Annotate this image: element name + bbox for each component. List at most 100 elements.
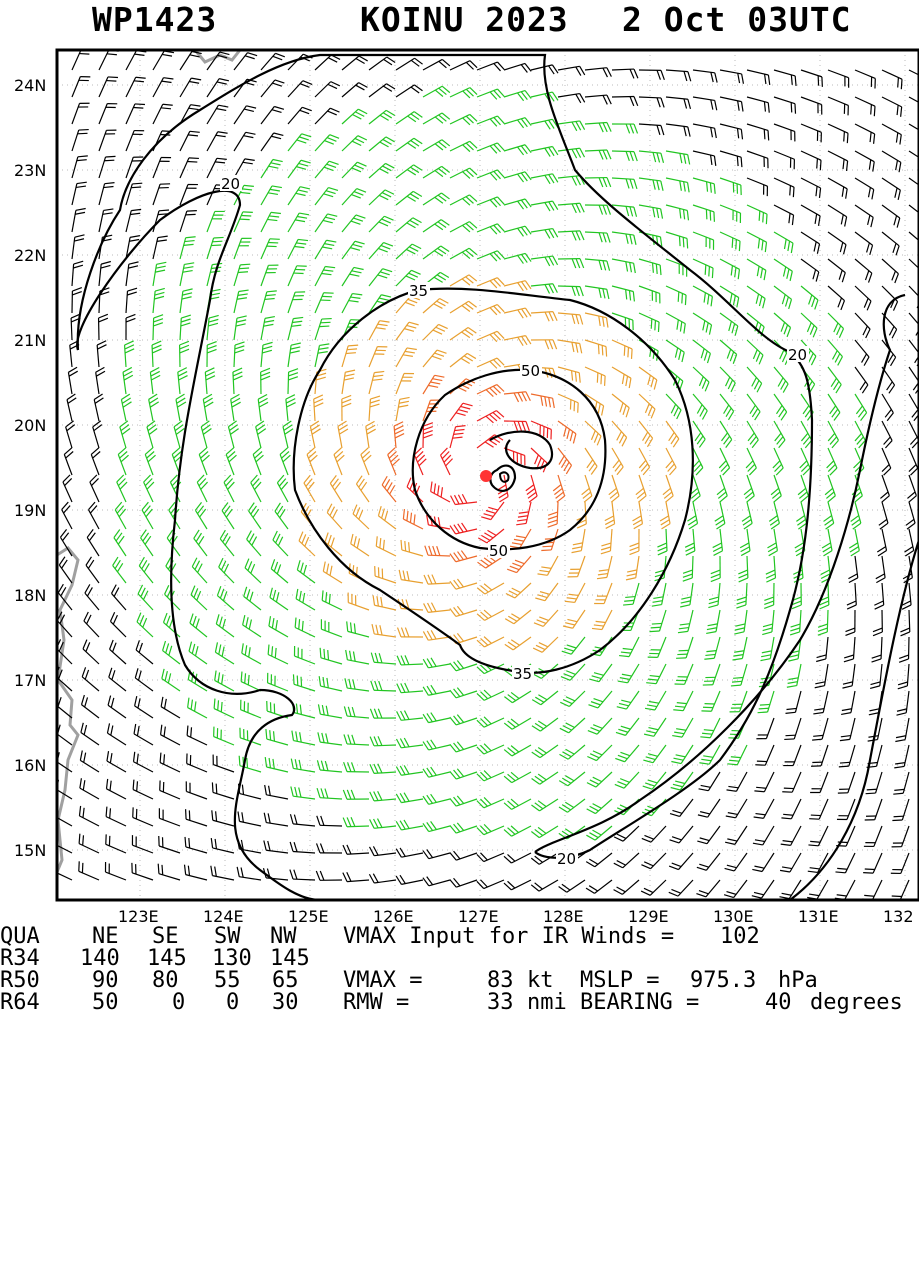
wind-barb xyxy=(663,475,673,502)
lat-label: 19N xyxy=(14,501,46,520)
wind-barb xyxy=(396,244,421,259)
wind-barb xyxy=(344,762,369,772)
wind-barb xyxy=(893,772,909,794)
cell: 145 xyxy=(270,948,310,970)
wind-barb xyxy=(343,817,369,826)
wind-barb xyxy=(761,637,774,661)
wind-barb xyxy=(344,706,369,718)
wind-barb xyxy=(86,557,99,583)
wind-barb xyxy=(720,97,743,112)
wind-barb xyxy=(558,367,580,383)
wind-barb xyxy=(828,178,847,199)
wind-barb xyxy=(187,726,207,745)
wind-barb xyxy=(531,119,558,129)
wind-barb xyxy=(559,745,585,759)
wind-barb xyxy=(771,475,781,502)
wind-barb xyxy=(72,103,90,124)
lon-label: 129E xyxy=(628,907,669,924)
wind-barb xyxy=(504,772,531,783)
wind-barb xyxy=(587,799,612,814)
wind-barb xyxy=(396,112,422,124)
wind-barb xyxy=(504,392,530,402)
mslp-value: 975.3 xyxy=(690,970,756,992)
wind-barb xyxy=(801,97,822,115)
wind-barb xyxy=(738,556,748,582)
wind-barb xyxy=(504,118,531,128)
wind-barb xyxy=(477,251,504,261)
wind-barb xyxy=(747,232,767,252)
wind-barb xyxy=(424,603,450,613)
wind-barb xyxy=(431,482,450,502)
wind-barb xyxy=(827,448,837,475)
wind-barb xyxy=(423,246,449,259)
wind-barb xyxy=(774,232,793,253)
wind-barb xyxy=(477,797,504,807)
wind-barb xyxy=(271,559,288,583)
wind-barb xyxy=(396,165,422,178)
wind-barb xyxy=(837,799,855,819)
wind-barb xyxy=(186,809,207,826)
wind-barb xyxy=(532,691,558,705)
wind-barb xyxy=(370,819,396,829)
wind-barb xyxy=(734,610,747,634)
wind-barb xyxy=(219,558,234,583)
wind-barb xyxy=(315,161,339,178)
wind-barb xyxy=(261,53,285,70)
wind-barb xyxy=(269,616,288,637)
wind-barb xyxy=(535,583,558,601)
wind-barb xyxy=(290,814,315,826)
wind-barb xyxy=(450,551,477,562)
wind-barb xyxy=(586,853,612,867)
wind-barb xyxy=(266,729,288,745)
wind-barb xyxy=(774,313,791,337)
wind-barb xyxy=(293,703,315,718)
wind-barb xyxy=(295,618,315,637)
wind-barb xyxy=(531,147,558,157)
wind-barb xyxy=(612,448,623,475)
wind-barb xyxy=(779,880,801,899)
wind-barb xyxy=(585,95,611,104)
wind-barb xyxy=(565,583,585,602)
wind-barb xyxy=(594,583,612,604)
wind-barb xyxy=(423,423,433,448)
wind-barb xyxy=(477,224,504,234)
wind-barb xyxy=(315,293,334,313)
wind-barb xyxy=(477,610,504,620)
wind-barb xyxy=(808,826,828,846)
wind-barb xyxy=(277,475,288,502)
col-nw: NW xyxy=(270,926,297,948)
wind-barb xyxy=(423,59,450,70)
wind-barb xyxy=(233,368,243,394)
wind-barb xyxy=(396,374,414,394)
wind-barb xyxy=(882,205,900,228)
wind-barb xyxy=(99,50,119,70)
wind-barb xyxy=(693,367,709,391)
wind-barb xyxy=(72,261,83,286)
wind-barb xyxy=(531,256,558,266)
wind-barb xyxy=(72,77,90,97)
wind-barb xyxy=(134,752,153,772)
wind-barb xyxy=(288,292,305,313)
wind-barb xyxy=(342,136,367,151)
wind-barb xyxy=(639,448,650,475)
wind-barb xyxy=(558,148,585,158)
wind-barb xyxy=(265,785,288,799)
wind-barb xyxy=(450,742,477,752)
wind-barb xyxy=(396,58,423,70)
cell: 65 xyxy=(272,970,299,992)
wind-barb xyxy=(160,753,180,772)
rmw-value: 33 xyxy=(487,992,514,1014)
wind-barb xyxy=(639,367,657,390)
lon-label: 132 xyxy=(883,907,914,924)
wind-barb xyxy=(696,880,720,897)
wind-barb xyxy=(291,759,315,772)
wind-barb xyxy=(720,205,740,223)
wind-barb xyxy=(864,826,882,846)
wind-barb xyxy=(190,614,207,637)
wind-barb xyxy=(94,394,103,421)
wind-barb xyxy=(105,862,126,880)
wind-barb xyxy=(801,259,819,282)
wind-barb xyxy=(766,556,776,582)
wind-barb xyxy=(399,570,423,583)
wind-barb xyxy=(720,178,741,195)
